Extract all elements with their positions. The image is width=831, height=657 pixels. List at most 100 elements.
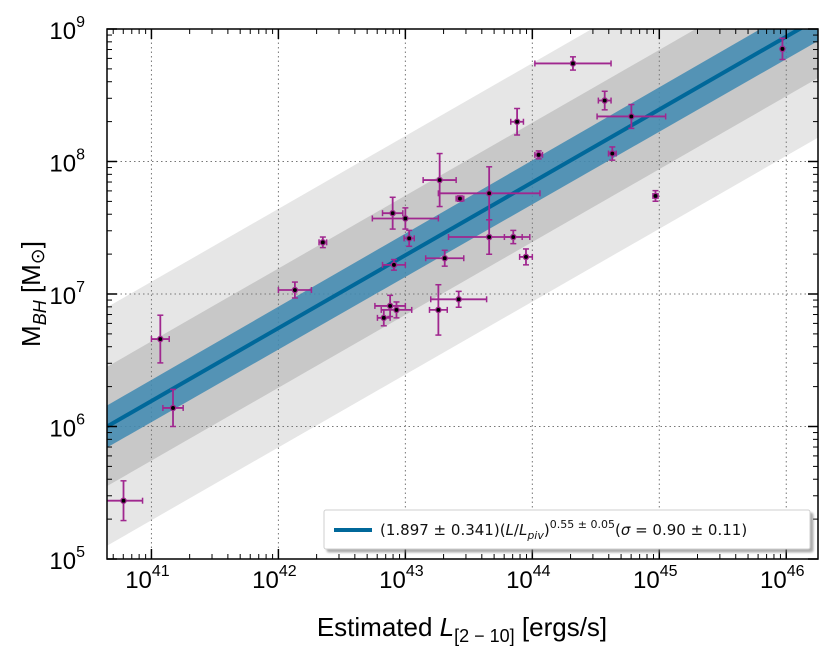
y-axis-label-main: M	[16, 325, 46, 347]
y-axis-label: MBH [M⊙]	[16, 241, 50, 347]
fit-line	[107, 29, 804, 429]
point-marker	[522, 253, 530, 261]
y-axis-label-sun: ⊙	[28, 248, 49, 264]
legend-slash: /	[514, 521, 520, 539]
data-point	[779, 37, 786, 61]
data-point	[518, 248, 534, 266]
point-marker	[601, 97, 608, 104]
legend-open: (	[615, 521, 621, 539]
point-marker	[386, 302, 394, 310]
data-point	[381, 196, 404, 230]
y-tick-exp: 9	[76, 14, 85, 31]
x-tick-base: 10	[379, 567, 406, 594]
x-axis-label-var: L	[440, 612, 454, 642]
x-tick-labels: 1041 1042 1043 1044 1045 1046	[125, 563, 804, 594]
point-marker	[291, 286, 299, 294]
legend-sigma: σ	[621, 521, 631, 539]
data-point	[430, 290, 488, 308]
x-axis-label: Estimated L[2 − 10] [ergs/s]	[317, 612, 607, 646]
y-tick-base: 10	[49, 151, 76, 178]
point-marker	[535, 151, 542, 159]
point-marker	[390, 261, 398, 269]
point-marker	[455, 296, 462, 303]
y-tick-exp: 6	[76, 412, 85, 429]
y-tick-label: 107	[49, 279, 85, 310]
x-tick-base: 10	[125, 567, 152, 594]
point-marker	[456, 195, 464, 202]
legend-label: (1.897 ± 0.341)(L/Lpiv)0.55 ± 0.05(σ = 0…	[380, 518, 747, 542]
data-point	[596, 103, 667, 130]
data-point	[371, 207, 440, 230]
y-tick-exp: 8	[76, 147, 85, 164]
data-point	[277, 281, 313, 299]
x-tick-base: 10	[633, 567, 660, 594]
data-point	[380, 301, 413, 319]
legend-exp: 0.55 ± 0.05	[550, 518, 615, 531]
point-marker	[485, 190, 493, 197]
y-tick-base: 10	[49, 548, 76, 575]
x-tick-label: 1045	[633, 563, 678, 594]
legend-prefix: (1.897 ± 0.341)(	[380, 521, 506, 539]
data-point	[162, 388, 184, 428]
point-marker	[569, 60, 577, 67]
point-marker	[436, 176, 443, 184]
data-point	[381, 258, 407, 271]
legend-box	[323, 509, 811, 550]
point-marker	[779, 45, 786, 53]
point-marker	[485, 233, 493, 241]
data-point	[422, 152, 457, 208]
y-tick-base: 10	[49, 416, 76, 443]
y-tick-label: 109	[49, 14, 85, 45]
x-tick-label: 1043	[379, 563, 424, 594]
y-tick-label: 105	[49, 544, 85, 575]
data-point	[107, 480, 144, 522]
x-tick-label: 1042	[252, 563, 297, 594]
y-axis-label-sub: BH	[30, 299, 50, 325]
x-tick-label: 1046	[760, 563, 805, 594]
x-tick-base: 10	[506, 567, 533, 594]
y-tick-base: 10	[49, 18, 76, 45]
point-marker	[169, 404, 177, 412]
point-marker	[319, 239, 327, 246]
data-point	[597, 90, 612, 111]
major-ticks	[107, 28, 818, 560]
y-tick-label: 108	[49, 147, 85, 178]
x-axis-label-sub: [2 − 10]	[454, 626, 515, 646]
point-marker	[389, 209, 396, 217]
point-marker	[157, 335, 164, 343]
data-point	[374, 294, 407, 318]
x-tick-exp: 43	[406, 563, 424, 580]
data-point	[318, 236, 328, 249]
legend-Lpiv: L	[519, 521, 527, 539]
legend-paren: )	[544, 521, 550, 539]
legend-piv: piv	[526, 529, 544, 542]
x-tick-exp: 45	[660, 563, 678, 580]
y-tick-exp: 7	[76, 279, 85, 296]
data-point	[503, 229, 523, 245]
grid-lines	[107, 29, 818, 559]
point-marker	[120, 497, 127, 504]
y-axis-label-unit: [M	[16, 264, 46, 300]
point-marker	[652, 192, 659, 200]
data-point	[150, 314, 170, 364]
data-point	[534, 150, 544, 160]
x-tick-exp: 41	[152, 563, 170, 580]
point-marker	[380, 314, 388, 322]
point-marker	[435, 306, 442, 314]
data-point	[652, 189, 659, 202]
fit-uncertainty-band	[107, 29, 818, 448]
point-marker	[441, 254, 448, 262]
y-axis-label-close: ]	[16, 241, 46, 248]
y-tick-exp: 5	[76, 544, 85, 561]
data-point	[403, 229, 416, 248]
legend-L: L	[506, 521, 514, 539]
plot-frame	[106, 28, 819, 560]
x-axis-label-unit: [ergs/s]	[515, 612, 607, 642]
legend: (1.897 ± 0.341)(L/Lpiv)0.55 ± 0.05(σ = 0…	[323, 509, 811, 550]
point-marker	[393, 306, 400, 314]
y-tick-label: 106	[49, 412, 85, 443]
x-tick-base: 10	[760, 567, 787, 594]
data-point	[607, 146, 617, 161]
x-tick-base: 10	[252, 567, 279, 594]
